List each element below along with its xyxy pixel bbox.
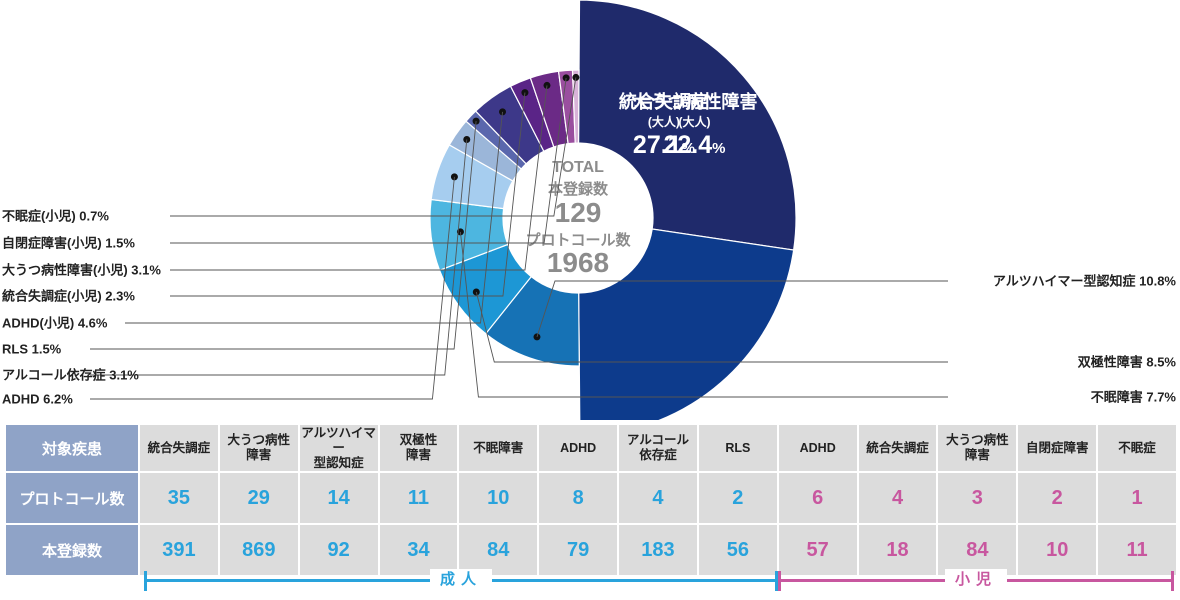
table-header-row: 対象疾患 統合失調症 大うつ病性 障害 アルツハイマー 型認知症 双極性 障害 不眠障害 ADH… xyxy=(6,425,1176,471)
cell-protocols: 2 xyxy=(1018,473,1097,523)
cell-protocols: 2 xyxy=(698,473,777,523)
slice-label: 不眠症(小児) 0.7% xyxy=(2,209,109,224)
column-header: ADHD xyxy=(539,425,618,471)
center-total-label: TOTAL xyxy=(552,159,604,176)
slice-label: アルツハイマー型認知症 10.8% xyxy=(993,274,1177,289)
slice-inner-label: 統合失調症 xyxy=(619,91,709,112)
slice-label: 統合失調症(小児) 2.3% xyxy=(2,289,135,304)
leader-line xyxy=(90,176,455,400)
cell-registrations: 79 xyxy=(539,525,618,575)
cell-protocols: 35 xyxy=(140,473,218,523)
cell-registrations: 391 xyxy=(140,525,218,575)
center-registrations-label: 本登録数 xyxy=(548,180,609,198)
cell-protocols: 6 xyxy=(778,473,857,523)
pie-chart: TOTAL本登録数129プロトコール数1968統合失調症(大人)27.1%大うつ… xyxy=(2,0,1177,420)
leader-line xyxy=(170,77,577,217)
slice-label: 双極性障害 8.5% xyxy=(1078,355,1177,370)
slice-label: 大うつ病性障害(小児) 3.1% xyxy=(2,263,161,278)
column-header: アルツハイマー 型認知症 xyxy=(299,425,378,471)
slice-label: 不眠障害 7.7% xyxy=(1091,390,1177,405)
cell-protocols: 29 xyxy=(219,473,298,523)
table-corner-header: 対象疾患 xyxy=(6,425,138,471)
column-header: 双極性 障害 xyxy=(379,425,458,471)
row-label-protocols: プロトコール数 xyxy=(6,473,138,523)
table-row-protocols: プロトコール数 35 29 14 11 10 8 4 2 6 4 3 2 1 xyxy=(6,473,1176,523)
cell-registrations: 84 xyxy=(938,525,1017,575)
column-header: ADHD xyxy=(778,425,857,471)
cell-registrations: 84 xyxy=(459,525,538,575)
child-group-bracket: 小児 xyxy=(778,569,1174,591)
leader-line xyxy=(170,85,548,271)
cell-registrations: 18 xyxy=(858,525,937,575)
column-header: 統合失調症 xyxy=(140,425,218,471)
slice-inner-label: 大うつ病性障害 xyxy=(631,91,757,112)
column-header: 自閉症障害 xyxy=(1018,425,1097,471)
leader-line xyxy=(90,121,477,350)
slice-label: RLS 1.5% xyxy=(2,342,62,357)
slice-label: ADHD(小児) 4.6% xyxy=(2,316,108,331)
cell-protocols: 4 xyxy=(619,473,697,523)
cell-protocols: 11 xyxy=(379,473,458,523)
leader-line xyxy=(170,77,567,244)
row-label-registrations: 本登録数 xyxy=(6,525,138,575)
cell-registrations: 869 xyxy=(219,525,298,575)
cell-registrations: 183 xyxy=(619,525,697,575)
cell-registrations: 56 xyxy=(698,525,777,575)
pie-slice xyxy=(577,0,797,251)
adult-group-label: 成人 xyxy=(429,569,493,591)
cell-registrations: 92 xyxy=(299,525,378,575)
slice-label: ADHD 6.2% xyxy=(2,392,73,407)
slice-inner-sublabel: (大人) xyxy=(648,114,680,129)
pie-slice xyxy=(578,228,795,420)
leader-line xyxy=(475,291,948,363)
column-header: 大うつ病性 障害 xyxy=(938,425,1017,471)
pie-center-hole xyxy=(504,144,652,292)
cell-registrations: 57 xyxy=(778,525,857,575)
column-header: 不眠障害 xyxy=(459,425,538,471)
slice-inner-sublabel: (大人) xyxy=(678,114,710,129)
leader-line xyxy=(170,92,526,297)
cell-protocols: 8 xyxy=(539,473,618,523)
child-group-label: 小児 xyxy=(944,569,1008,591)
cell-protocols: 3 xyxy=(938,473,1017,523)
center-protocols-label: プロトコール数 xyxy=(525,231,631,249)
column-header: 不眠症 xyxy=(1098,425,1176,471)
leader-line xyxy=(125,111,503,324)
cell-protocols: 14 xyxy=(299,473,378,523)
table-row-registrations: 本登録数 391 869 92 34 84 79 183 56 57 18 84 10 11 xyxy=(6,525,1176,575)
disease-table: 対象疾患 統合失調症 大うつ病性 障害 アルツハイマー 型認知症 双極性 障害 不眠障害 ADH… xyxy=(4,423,1178,577)
column-header: 統合失調症 xyxy=(858,425,937,471)
slice-inner-value: 22.4% xyxy=(663,131,725,159)
leader-line xyxy=(90,139,468,376)
cell-registrations: 11 xyxy=(1098,525,1176,575)
cell-protocols: 1 xyxy=(1098,473,1176,523)
adult-group-bracket: 成人 xyxy=(144,569,778,591)
center-protocols-value: 1968 xyxy=(547,247,609,278)
leader-line xyxy=(536,280,948,338)
cell-protocols: 10 xyxy=(459,473,538,523)
cell-registrations: 10 xyxy=(1018,525,1097,575)
column-header: 大うつ病性 障害 xyxy=(219,425,298,471)
column-header: アルコール 依存症 xyxy=(619,425,697,471)
cell-protocols: 4 xyxy=(858,473,937,523)
slice-label: 自閉症障害(小児) 1.5% xyxy=(2,236,135,251)
column-header: RLS xyxy=(698,425,777,471)
cell-registrations: 34 xyxy=(379,525,458,575)
center-registrations-value: 129 xyxy=(555,197,602,228)
leader-line xyxy=(459,231,948,398)
slice-label: アルコール依存症 3.1% xyxy=(2,368,139,383)
